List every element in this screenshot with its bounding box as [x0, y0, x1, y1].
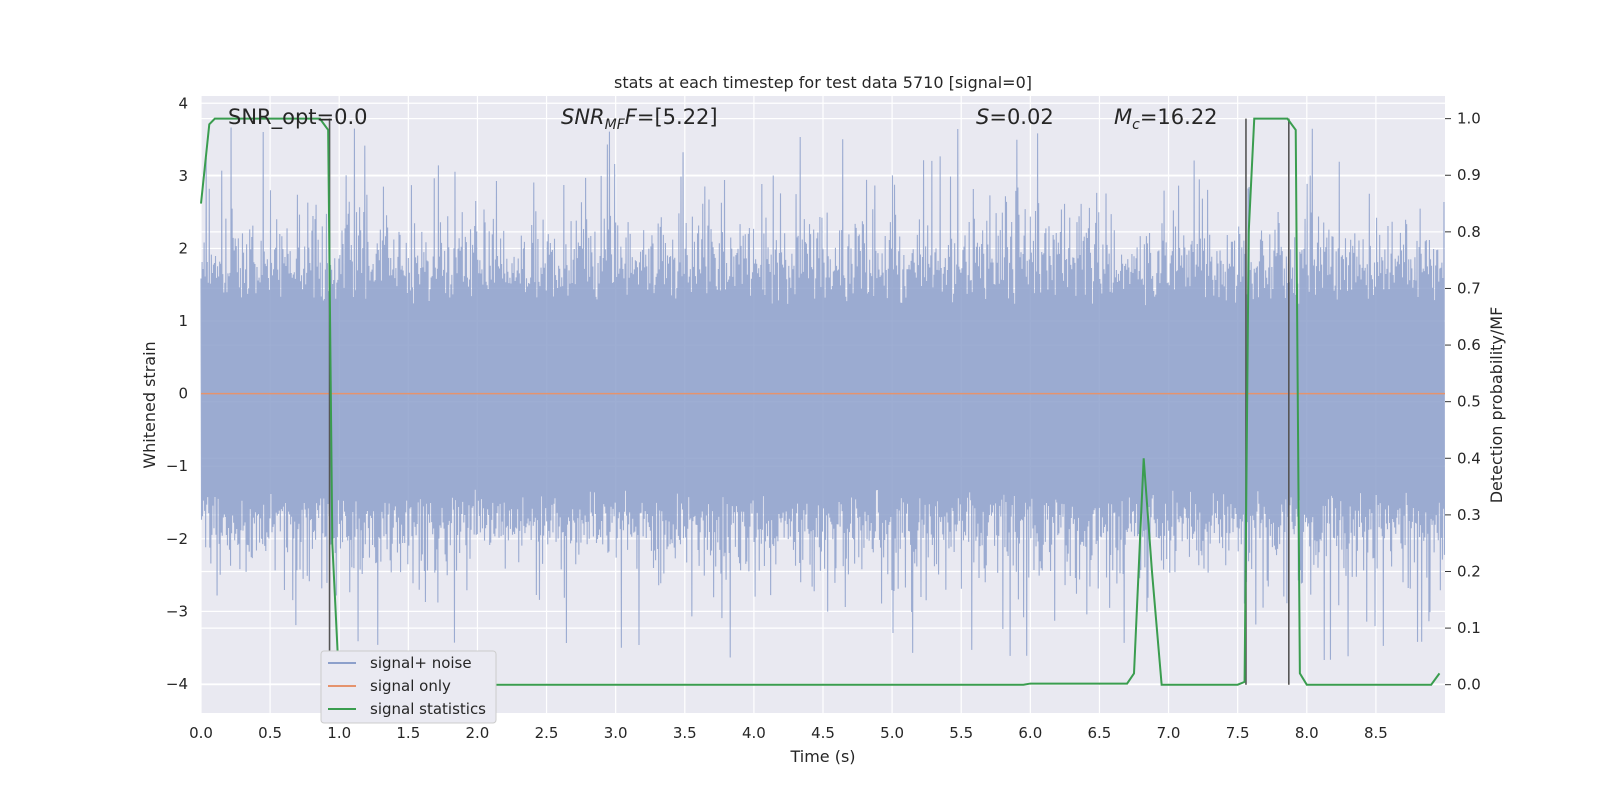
left-y-tick-label: −3	[166, 602, 188, 620]
x-tick-label: 0.0	[189, 724, 213, 742]
snr-mf-f: F	[625, 105, 638, 129]
right-y-axis-label: Detection probability/MF	[1487, 307, 1506, 504]
left-y-tick-label: −1	[166, 457, 188, 475]
stats-line	[200, 117, 1441, 686]
snr-mf-value: =[5.22]	[637, 105, 718, 129]
x-tick-label: 2.0	[466, 724, 490, 742]
x-tick-label: 7.0	[1157, 724, 1181, 742]
legend-label-noise: signal+ noise	[370, 654, 472, 672]
right-y-tick-label: 0.2	[1457, 562, 1481, 580]
x-tick-label: 2.5	[535, 724, 559, 742]
left-y-axis-label: Whitened strain	[140, 341, 159, 468]
x-tick-label: 3.5	[673, 724, 697, 742]
x-tick-label: 8.5	[1364, 724, 1388, 742]
snr-mf-subscript: MF	[605, 117, 626, 133]
x-tick-label: 8.0	[1295, 724, 1319, 742]
legend-label-signal: signal only	[370, 677, 451, 695]
s-variable: S	[976, 105, 989, 129]
left-y-tick-label: 1	[178, 312, 188, 330]
mc-value: =16.22	[1140, 105, 1218, 129]
left-y-tick-label: 0	[178, 385, 188, 403]
left-y-tick-label: −4	[166, 675, 188, 693]
right-y-tick-label: 0.5	[1457, 393, 1481, 411]
legend-box	[320, 650, 497, 724]
left-y-tick-label: −2	[166, 530, 188, 548]
legend: signal+ noise signal only signal statist…	[320, 650, 497, 724]
annotation-mc: Mc=16.22	[1114, 105, 1218, 133]
x-axis-ticks: 0.0 0.5 1.0 1.5 2.0 2.5 3.0 3.5 4.0 4.5 5.0 5.5 6.0 6…	[189, 724, 1388, 742]
left-y-tick-label: 3	[178, 167, 188, 185]
mc-variable: M	[1114, 105, 1132, 129]
right-y-tick-label: 0.1	[1457, 619, 1481, 637]
legend-label-stats: signal statistics	[370, 700, 486, 718]
annotation-snr-mf: SNRMFF=[5.22]	[561, 105, 718, 133]
annotation-snr-opt: SNR_opt=0.0	[228, 105, 368, 130]
x-tick-label: 3.0	[604, 724, 628, 742]
signal-statistics-series	[200, 117, 1441, 686]
annotation-s: S=0.02	[976, 105, 1054, 129]
right-y-tick-label: 0.6	[1457, 336, 1481, 354]
noise-trace	[200, 127, 1446, 661]
x-tick-label: 1.0	[327, 724, 351, 742]
right-y-tick-label: 0.3	[1457, 506, 1481, 524]
chart-title: stats at each timestep for test data 571…	[614, 73, 1032, 92]
s-value: =0.02	[989, 105, 1053, 129]
x-tick-label: 4.0	[742, 724, 766, 742]
right-y-tick-label: 0.4	[1457, 449, 1481, 467]
x-tick-label: 7.5	[1226, 724, 1250, 742]
x-tick-label: 6.0	[1018, 724, 1042, 742]
x-tick-label: 5.0	[880, 724, 904, 742]
noise-series	[200, 127, 1446, 661]
right-y-tick-label: 0.8	[1457, 223, 1481, 241]
x-tick-label: 0.5	[258, 724, 282, 742]
x-tick-label: 6.5	[1088, 724, 1112, 742]
left-y-tick-label: 2	[178, 239, 188, 257]
snr-mf-prefix: SNR	[561, 105, 605, 129]
x-tick-label: 4.5	[811, 724, 835, 742]
right-y-axis-ticks: 1.0 0.9 0.8 0.7 0.6 0.5 0.4 0.3 0.2 0.1 0.0	[1445, 110, 1481, 694]
x-axis-label: Time (s)	[789, 747, 855, 766]
right-y-tick-label: 1.0	[1457, 110, 1481, 128]
left-y-axis-ticks: 4 3 2 1 0 −1 −2 −3 −4	[166, 94, 188, 693]
left-y-tick-label: 4	[178, 94, 188, 112]
right-y-tick-label: 0.9	[1457, 166, 1481, 184]
right-y-tick-label: 0.7	[1457, 279, 1481, 297]
x-tick-label: 1.5	[396, 724, 420, 742]
right-y-tick-label: 0.0	[1457, 676, 1481, 694]
x-tick-label: 5.5	[949, 724, 973, 742]
mc-subscript: c	[1132, 117, 1140, 133]
